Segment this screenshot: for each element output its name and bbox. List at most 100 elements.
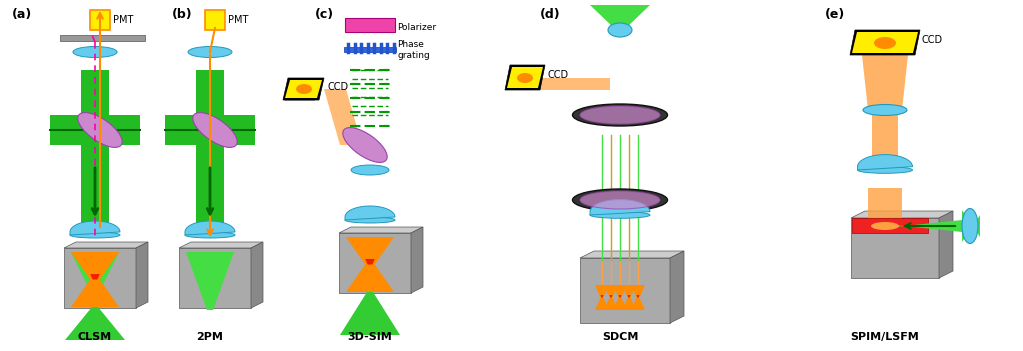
Polygon shape	[196, 70, 224, 230]
Polygon shape	[512, 78, 610, 90]
Polygon shape	[885, 220, 962, 232]
Polygon shape	[851, 218, 939, 278]
Ellipse shape	[78, 113, 122, 147]
Polygon shape	[595, 285, 609, 310]
Polygon shape	[619, 295, 621, 298]
Polygon shape	[939, 211, 953, 278]
Polygon shape	[670, 251, 684, 323]
FancyBboxPatch shape	[90, 10, 110, 30]
Polygon shape	[65, 307, 125, 340]
Polygon shape	[346, 237, 394, 292]
Polygon shape	[64, 248, 136, 308]
Text: (a): (a)	[12, 8, 33, 21]
Polygon shape	[179, 248, 251, 308]
Text: (d): (d)	[540, 8, 561, 21]
Polygon shape	[631, 285, 644, 310]
Polygon shape	[872, 115, 898, 165]
Ellipse shape	[296, 84, 312, 94]
Polygon shape	[283, 78, 324, 100]
Ellipse shape	[73, 46, 117, 58]
Polygon shape	[590, 200, 650, 215]
Polygon shape	[324, 89, 362, 145]
Ellipse shape	[608, 23, 632, 37]
Polygon shape	[507, 67, 543, 88]
Text: PMT: PMT	[113, 15, 133, 25]
Polygon shape	[857, 154, 913, 170]
Polygon shape	[81, 70, 109, 230]
Text: CCD: CCD	[548, 70, 569, 80]
Polygon shape	[622, 285, 636, 310]
Text: (e): (e)	[825, 8, 845, 21]
Polygon shape	[850, 30, 920, 55]
Ellipse shape	[73, 51, 117, 53]
Polygon shape	[185, 221, 235, 235]
Ellipse shape	[580, 191, 660, 209]
Polygon shape	[251, 242, 263, 308]
Polygon shape	[186, 252, 234, 310]
Ellipse shape	[345, 217, 395, 223]
Polygon shape	[604, 285, 618, 310]
Text: CLSM: CLSM	[78, 332, 113, 342]
Polygon shape	[601, 295, 604, 298]
Polygon shape	[613, 285, 627, 310]
Polygon shape	[365, 259, 374, 265]
Ellipse shape	[185, 232, 235, 238]
Text: SPIM/LSFM: SPIM/LSFM	[851, 332, 920, 342]
Text: 3D-SIM: 3D-SIM	[348, 332, 393, 342]
Polygon shape	[70, 221, 120, 235]
Polygon shape	[285, 80, 322, 98]
Polygon shape	[50, 115, 140, 145]
Text: (b): (b)	[172, 8, 192, 21]
Polygon shape	[636, 295, 639, 298]
Polygon shape	[868, 188, 902, 225]
Polygon shape	[411, 227, 422, 293]
Polygon shape	[339, 227, 422, 233]
Ellipse shape	[517, 73, 533, 83]
FancyBboxPatch shape	[852, 218, 928, 233]
Ellipse shape	[857, 167, 913, 173]
Text: CCD: CCD	[327, 82, 348, 92]
Polygon shape	[962, 210, 980, 242]
Polygon shape	[340, 292, 400, 335]
Ellipse shape	[874, 37, 896, 49]
FancyBboxPatch shape	[205, 10, 225, 30]
Ellipse shape	[70, 232, 120, 238]
Text: Polarizer: Polarizer	[397, 24, 436, 33]
FancyBboxPatch shape	[345, 18, 395, 32]
Ellipse shape	[863, 105, 907, 115]
Polygon shape	[136, 242, 148, 308]
Ellipse shape	[188, 46, 232, 58]
Ellipse shape	[962, 208, 978, 244]
Text: 2PM: 2PM	[196, 332, 223, 342]
Text: CCD: CCD	[922, 35, 943, 45]
Ellipse shape	[343, 127, 388, 163]
Ellipse shape	[192, 113, 237, 147]
Ellipse shape	[351, 165, 389, 175]
Polygon shape	[851, 211, 953, 218]
Polygon shape	[862, 55, 908, 110]
Polygon shape	[505, 65, 545, 90]
Text: (c): (c)	[315, 8, 335, 21]
Ellipse shape	[573, 189, 667, 211]
Text: SDCM: SDCM	[602, 332, 638, 342]
Ellipse shape	[871, 222, 899, 230]
Polygon shape	[71, 252, 119, 295]
Polygon shape	[60, 35, 145, 41]
Text: Phase
grating: Phase grating	[397, 40, 430, 60]
Ellipse shape	[590, 212, 650, 218]
Polygon shape	[610, 295, 613, 298]
Polygon shape	[580, 258, 670, 323]
Polygon shape	[179, 242, 263, 248]
Polygon shape	[852, 32, 918, 53]
Polygon shape	[165, 115, 255, 145]
Polygon shape	[580, 251, 684, 258]
Ellipse shape	[573, 104, 667, 126]
Polygon shape	[339, 233, 411, 293]
Polygon shape	[627, 295, 630, 298]
Polygon shape	[590, 5, 650, 30]
Text: PMT: PMT	[228, 15, 249, 25]
FancyBboxPatch shape	[344, 47, 396, 52]
Polygon shape	[285, 80, 320, 100]
Polygon shape	[345, 206, 395, 220]
Polygon shape	[90, 274, 100, 279]
